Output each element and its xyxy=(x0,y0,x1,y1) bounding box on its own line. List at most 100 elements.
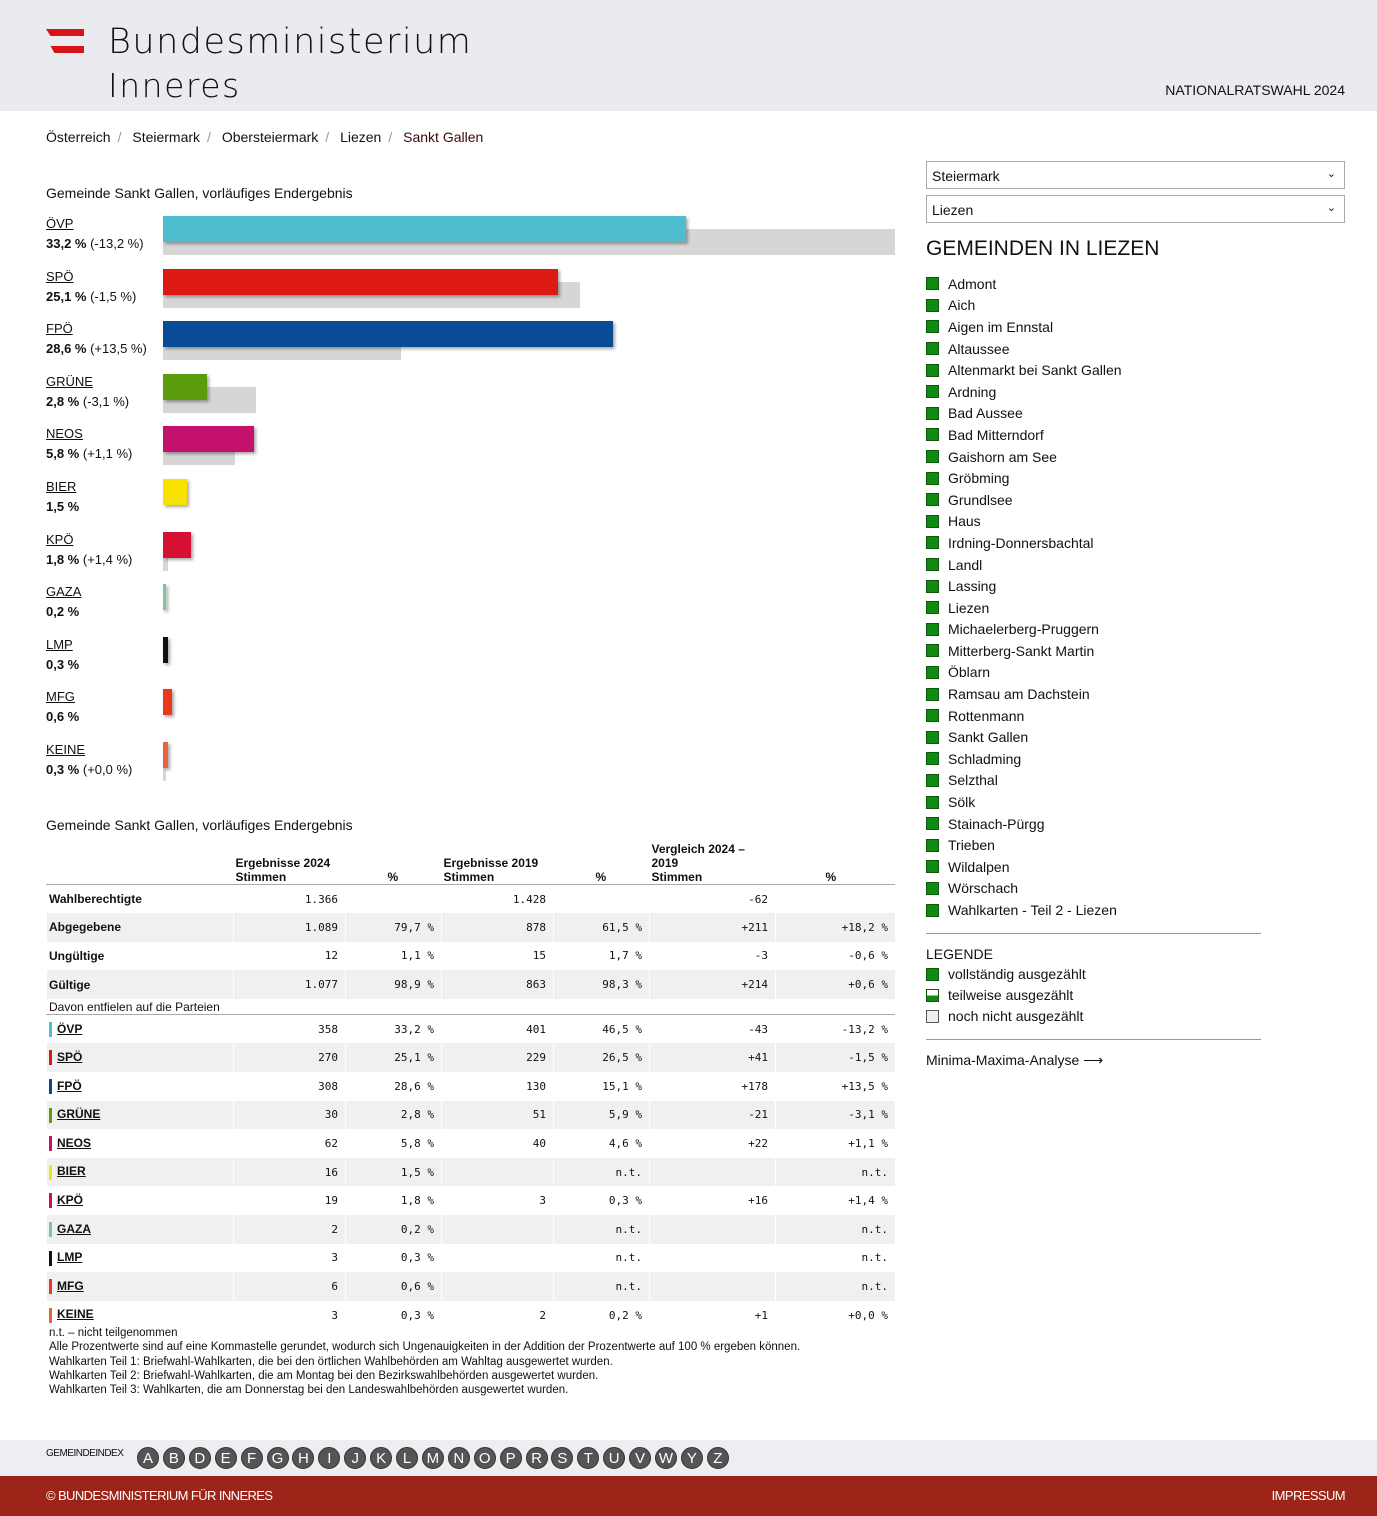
party-link[interactable]: NEOS xyxy=(57,1135,92,1150)
gemeinde-item[interactable]: Schladming xyxy=(926,748,1345,770)
gemeinde-index-label: GEMEINDEINDEX xyxy=(46,1448,124,1459)
party-row: FPÖ 28,6 % (+13,5 %) xyxy=(46,317,906,369)
party-change: (+1,1 %) xyxy=(82,446,133,462)
state-select[interactable]: Steiermark ⌄ xyxy=(926,161,1345,189)
table-row: GAZA 2 0,2 % n.t. n.t. xyxy=(46,1215,895,1244)
index-letter-h[interactable]: H xyxy=(292,1447,315,1469)
index-letter-f[interactable]: F xyxy=(240,1447,263,1469)
gemeinde-item[interactable]: Trieben xyxy=(926,834,1345,856)
index-letter-y[interactable]: Y xyxy=(680,1447,703,1469)
breadcrumb-obersteiermark[interactable]: Obersteiermark xyxy=(221,129,319,145)
gemeinde-item[interactable]: Öblarn xyxy=(926,662,1345,684)
index-letter-z[interactable]: Z xyxy=(706,1447,729,1469)
party-name-link[interactable]: GRÜNE xyxy=(46,373,93,389)
index-letter-j[interactable]: J xyxy=(344,1447,367,1469)
gemeinde-item[interactable]: Michaelerberg-Pruggern xyxy=(926,619,1345,641)
gemeinde-item[interactable]: Gaishorn am See xyxy=(926,446,1345,468)
index-letter-w[interactable]: W xyxy=(655,1447,677,1469)
gemeinde-item[interactable]: Landl xyxy=(926,554,1345,576)
gemeinde-item[interactable]: Rottenmann xyxy=(926,705,1345,727)
gemeinde-item[interactable]: Liezen xyxy=(926,597,1345,619)
index-letter-l[interactable]: L xyxy=(396,1447,418,1469)
party-name-link[interactable]: MFG xyxy=(46,689,75,705)
minima-maxima-link[interactable]: Minima-Maxima-Analyse ⟶ xyxy=(926,1052,1345,1069)
legend-label: teilweise ausgezählt xyxy=(948,987,1074,1004)
gemeinde-item[interactable]: Wahlkarten - Teil 2 - Liezen xyxy=(926,899,1345,921)
gemeinde-item[interactable]: Wildalpen xyxy=(926,856,1345,878)
party-name-link[interactable]: BIER xyxy=(46,479,77,494)
complete-status-icon xyxy=(926,601,939,615)
party-link[interactable]: GRÜNE xyxy=(57,1107,101,1122)
gemeinde-item[interactable]: Bad Mitterndorf xyxy=(926,424,1345,446)
index-letter-i[interactable]: I xyxy=(318,1447,341,1469)
gemeinde-item[interactable]: Sankt Gallen xyxy=(926,726,1345,748)
breadcrumb-separator: / xyxy=(117,129,122,145)
gemeinde-item[interactable]: Bad Aussee xyxy=(926,403,1345,425)
party-name-link[interactable]: ÖVP xyxy=(46,216,74,231)
subheader-label: Davon entfielen auf die Parteien xyxy=(46,998,895,1016)
impressum-link[interactable]: IMPRESSUM xyxy=(1271,1488,1346,1503)
party-name-link[interactable]: GAZA xyxy=(46,584,82,600)
table-cell: 0,6 % xyxy=(345,1272,442,1301)
gemeinde-item[interactable]: Mitterberg-Sankt Martin xyxy=(926,640,1345,662)
index-letter-u[interactable]: U xyxy=(603,1447,626,1469)
breadcrumb-steiermark[interactable]: Steiermark xyxy=(132,129,201,145)
gemeinde-item[interactable]: Haus xyxy=(926,511,1345,533)
gemeinde-item[interactable]: Gröbming xyxy=(926,467,1345,489)
gemeinde-item[interactable]: Selzthal xyxy=(926,770,1345,792)
index-letter-k[interactable]: K xyxy=(370,1447,393,1469)
brand-title[interactable]: Bundesministerium xyxy=(108,22,473,62)
table-cell xyxy=(345,884,442,914)
gemeinde-item[interactable]: Aigen im Ennstal xyxy=(926,316,1345,338)
party-link[interactable]: KEINE xyxy=(57,1307,94,1322)
party-name-link[interactable]: LMP xyxy=(46,636,73,652)
index-letter-d[interactable]: D xyxy=(188,1447,211,1469)
gemeinde-item[interactable]: Ardning xyxy=(926,381,1345,403)
table-cell: +0,0 % xyxy=(775,1300,895,1330)
district-select[interactable]: Liezen ⌄ xyxy=(926,195,1345,223)
gemeinde-item[interactable]: Lassing xyxy=(926,575,1345,597)
complete-status-icon xyxy=(926,644,939,658)
index-letter-s[interactable]: S xyxy=(551,1447,574,1469)
index-letter-o[interactable]: O xyxy=(473,1447,496,1469)
gemeinde-item[interactable]: Altaussee xyxy=(926,338,1345,360)
gemeinde-item[interactable]: Sölk xyxy=(926,791,1345,813)
gemeinde-item[interactable]: Admont xyxy=(926,273,1345,295)
index-letter-g[interactable]: G xyxy=(266,1447,289,1469)
index-letter-v[interactable]: V xyxy=(629,1447,652,1469)
index-letter-p[interactable]: P xyxy=(499,1447,522,1469)
breadcrumb-oesterreich[interactable]: Österreich xyxy=(46,129,111,145)
party-name-link[interactable]: KPÖ xyxy=(46,531,74,547)
party-link[interactable]: SPÖ xyxy=(57,1050,83,1065)
party-name-link[interactable]: NEOS xyxy=(46,426,83,442)
party-name-link[interactable]: SPÖ xyxy=(46,268,74,284)
party-link[interactable]: MFG xyxy=(57,1278,84,1293)
index-letter-m[interactable]: M xyxy=(421,1447,444,1469)
party-link[interactable]: KPÖ xyxy=(57,1193,84,1208)
party-link[interactable]: FPÖ xyxy=(57,1078,82,1093)
table-cell: n.t. xyxy=(775,1157,895,1187)
gemeinde-item[interactable]: Irdning-Donnersbachtal xyxy=(926,532,1345,554)
party-name-link[interactable]: KEINE xyxy=(46,742,86,757)
index-letter-e[interactable]: E xyxy=(214,1447,237,1469)
gemeinde-item[interactable]: Altenmarkt bei Sankt Gallen xyxy=(926,359,1345,381)
table-cell: -3,1 % xyxy=(775,1100,895,1130)
party-name-link[interactable]: FPÖ xyxy=(46,321,73,337)
gemeinde-item[interactable]: Stainach-Pürgg xyxy=(926,813,1345,835)
breadcrumb-liezen[interactable]: Liezen xyxy=(340,129,382,145)
party-link[interactable]: ÖVP xyxy=(57,1021,83,1036)
party-link[interactable]: LMP xyxy=(57,1250,83,1265)
brand-subtitle[interactable]: Inneres xyxy=(108,66,241,105)
party-link[interactable]: BIER xyxy=(57,1164,86,1179)
index-letter-r[interactable]: R xyxy=(525,1447,548,1469)
table-cell: 130 xyxy=(441,1072,554,1101)
gemeinde-item[interactable]: Ramsau am Dachstein xyxy=(926,683,1345,705)
party-link[interactable]: GAZA xyxy=(57,1221,91,1236)
index-letter-n[interactable]: N xyxy=(447,1447,470,1469)
index-letter-a[interactable]: A xyxy=(137,1447,159,1469)
index-letter-t[interactable]: T xyxy=(577,1447,600,1469)
gemeinde-item[interactable]: Wörschach xyxy=(926,878,1345,900)
gemeinde-item[interactable]: Grundlsee xyxy=(926,489,1345,511)
index-letter-b[interactable]: B xyxy=(162,1447,185,1469)
gemeinde-item[interactable]: Aich xyxy=(926,295,1345,317)
